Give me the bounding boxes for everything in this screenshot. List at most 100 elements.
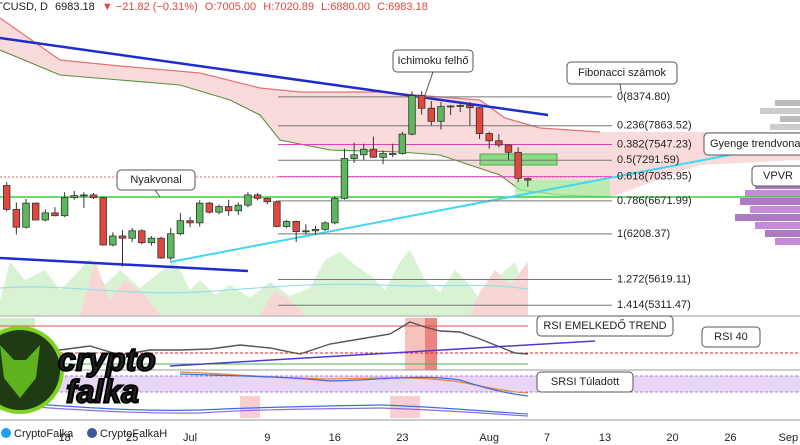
annotation: Gyenge trendvonal xyxy=(710,138,800,150)
x-tick-label: 16 xyxy=(329,432,341,444)
x-tick-label: 23 xyxy=(396,432,408,444)
logo-text: falka xyxy=(66,373,139,409)
indicator-panels xyxy=(0,315,800,421)
icon xyxy=(1,428,11,438)
volume-area xyxy=(0,250,529,315)
candle-body xyxy=(253,194,262,199)
candle-body xyxy=(128,230,136,239)
footer-handle: CryptoFalkaH xyxy=(100,428,167,440)
x-tick-label: Aug xyxy=(479,432,499,444)
x-tick-label: 13 xyxy=(599,432,611,444)
candle-body xyxy=(70,195,78,199)
candle-body xyxy=(408,95,416,135)
annotation: Nyakvonal xyxy=(130,174,181,186)
candle-body xyxy=(282,221,291,227)
icon xyxy=(87,428,97,438)
candle-body xyxy=(41,212,49,221)
candle-body xyxy=(157,237,165,259)
candle-body xyxy=(215,206,223,213)
fib-label: 0.786(6671.99) xyxy=(617,195,692,207)
candle-body xyxy=(118,235,127,239)
candle-body xyxy=(437,106,445,122)
candle-body xyxy=(31,202,40,221)
candle-body xyxy=(234,204,242,212)
candle-body xyxy=(22,202,30,228)
annotation: RSI EMELKEDŐ TREND xyxy=(543,318,666,332)
x-tick-label: 7 xyxy=(544,432,550,444)
footer-handle: CryptoFalka xyxy=(14,428,74,440)
candle-body xyxy=(369,148,378,158)
candle-body xyxy=(427,107,435,122)
annotation-box xyxy=(703,132,800,156)
candle-body xyxy=(244,194,252,206)
trendlines xyxy=(0,36,741,273)
chart-header: TCUSD, D 6983.18 ▼ −21.82 (−0.31%) O:700… xyxy=(0,1,428,13)
x-tick-label: Jul xyxy=(183,432,197,444)
x-tick-label: 9 xyxy=(264,432,270,444)
fib-label: 0(8374.80) xyxy=(617,91,670,103)
last-price: 6983.18 xyxy=(55,1,95,13)
candle-body xyxy=(302,230,310,233)
candle-body xyxy=(176,220,185,235)
candle-body xyxy=(446,105,455,108)
fib-label: 0.618(7035.95) xyxy=(617,171,692,183)
logo-text: crypto xyxy=(58,341,156,377)
candle-body xyxy=(456,105,464,107)
fib-label: 1.272(5619.11) xyxy=(617,273,691,285)
annotation: Ichimoku felhő xyxy=(398,55,469,67)
candle-body xyxy=(379,153,387,158)
fib-label: 1(6208.37) xyxy=(617,228,670,240)
x-tick-label: Sep xyxy=(779,432,799,444)
ohlc: L:6880.00 xyxy=(321,1,370,13)
annotation-box xyxy=(116,169,196,191)
candle-body xyxy=(12,208,21,228)
x-tick-label: 20 xyxy=(666,432,678,444)
candle-body xyxy=(205,202,214,213)
candle-body xyxy=(89,194,98,199)
candle-body xyxy=(109,235,117,246)
ohlc: O:7005.00 xyxy=(205,1,256,13)
x-tick-label: 18 xyxy=(58,432,70,444)
candle-body xyxy=(331,197,339,224)
candle-body xyxy=(186,220,194,224)
fib-label: 0.382(7547.23) xyxy=(617,138,692,150)
candle-body xyxy=(138,230,146,244)
candle-body xyxy=(167,233,175,259)
candle-body xyxy=(495,140,503,146)
candle-body xyxy=(466,105,474,109)
symbol: TCUSD, D xyxy=(0,1,48,13)
candle-body xyxy=(321,222,329,230)
annotations: Ichimoku felhő Fibonacci számok Gyenge t… xyxy=(116,49,800,393)
candle-body xyxy=(340,158,349,199)
annotation-box xyxy=(536,371,634,393)
x-tick-label: 26 xyxy=(724,432,736,444)
candle-body xyxy=(514,151,522,179)
ichimoku-cloud xyxy=(0,17,800,198)
candle-body xyxy=(311,228,320,232)
fib-label: 0.236(7863.52) xyxy=(617,120,692,132)
candle-body xyxy=(80,194,88,197)
candle-body xyxy=(147,237,156,244)
annotation: SRSI Túladott xyxy=(551,376,619,388)
annotation: Fibonacci számok xyxy=(578,67,667,79)
x-tick-label: 25 xyxy=(126,432,138,444)
candle-body xyxy=(273,201,281,227)
price-change: ▼ −21.82 (−0.31%) xyxy=(102,1,198,13)
candle-body xyxy=(195,202,204,224)
candle-body xyxy=(398,133,407,154)
candle-body xyxy=(224,206,233,212)
candle-body xyxy=(350,154,358,159)
annotation: RSI 40 xyxy=(714,331,748,343)
candle-body xyxy=(263,197,271,203)
fib-label: 0.5(7291.59) xyxy=(617,154,679,166)
annotation: VPVR xyxy=(763,170,793,182)
price-marks: 0(8374.80) 0.236(7863.52) 0.382(7547.23) 0.… xyxy=(3,91,692,311)
ohlc: C:6983.18 xyxy=(377,1,428,13)
candle-body xyxy=(485,133,493,142)
candle-body xyxy=(99,197,107,246)
annotation-box xyxy=(392,49,474,73)
candle-body xyxy=(360,148,368,156)
fib-label: 1.414(5311.47) xyxy=(617,299,691,311)
candle-body xyxy=(60,197,69,217)
